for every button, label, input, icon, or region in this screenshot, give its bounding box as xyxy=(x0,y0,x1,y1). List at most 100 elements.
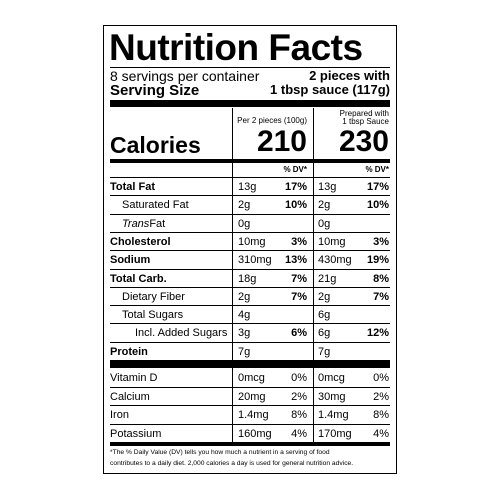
amount: 170mg xyxy=(318,427,352,440)
nutrient-name: Saturated Fat xyxy=(122,199,189,212)
rule xyxy=(110,177,390,178)
rule xyxy=(110,387,390,388)
serving-size-value: 2 pieces with xyxy=(309,68,390,83)
nutrient-name: Incl. Added Sugars xyxy=(135,327,228,340)
title: Nutrition Facts xyxy=(109,27,363,68)
amount: 30mg xyxy=(318,390,346,403)
daily-value: 19% xyxy=(366,254,389,267)
rule xyxy=(110,360,390,368)
nutrient-name: Dietary Fiber xyxy=(122,290,185,303)
daily-value: 10% xyxy=(366,199,389,212)
rule xyxy=(110,195,390,196)
daily-value: 8% xyxy=(373,272,389,285)
amount: 430mg xyxy=(318,254,352,267)
amount: 10mg xyxy=(238,235,266,248)
daily-value: 17% xyxy=(284,181,307,193)
rule xyxy=(110,214,390,215)
nutrient-name: Total Carb. xyxy=(110,272,167,285)
rule xyxy=(110,159,390,163)
daily-value: 3% xyxy=(373,235,389,248)
nutrient-name: Fat xyxy=(149,217,166,230)
dv-header: % DV* xyxy=(283,165,307,174)
amount: 0g xyxy=(238,217,251,230)
daily-value: 2% xyxy=(373,390,389,403)
rule xyxy=(110,323,390,324)
rule xyxy=(110,342,390,343)
column-divider xyxy=(232,108,233,443)
amount: 2g xyxy=(318,290,331,303)
daily-value: 12% xyxy=(366,327,389,340)
amount: 21g xyxy=(318,272,337,285)
nutrient-name: Trans xyxy=(122,217,150,230)
daily-value: 6% xyxy=(291,327,307,340)
daily-value: 8% xyxy=(373,409,389,421)
footnote: contributes to a daily diet. 2,000 calor… xyxy=(110,460,354,467)
serving-size-value: 1 tbsp sauce (117g) xyxy=(270,82,390,97)
daily-value: 0% xyxy=(291,372,307,384)
amount: 1.4mg xyxy=(318,409,349,421)
rule xyxy=(110,100,390,107)
amount: 0g xyxy=(318,217,331,230)
nutrient-name: Total Sugars xyxy=(122,309,184,322)
daily-value: 2% xyxy=(291,390,307,403)
rule xyxy=(110,269,390,270)
amount: 6g xyxy=(318,327,331,340)
column-header: Prepared with xyxy=(339,109,389,118)
column-header: 1 tbsp Sauce xyxy=(342,117,389,126)
amount: 160mg xyxy=(238,427,272,440)
rule xyxy=(110,405,390,406)
serving-size-label: Serving Size xyxy=(110,82,200,99)
daily-value: 7% xyxy=(373,290,389,303)
daily-value: 3% xyxy=(291,235,307,248)
rule xyxy=(110,287,390,288)
daily-value: 17% xyxy=(366,181,389,193)
amount: 4g xyxy=(238,309,251,322)
daily-value: 4% xyxy=(291,427,307,440)
rule xyxy=(110,424,390,425)
vitamin-name: Potassium xyxy=(110,427,162,440)
dv-header: % DV* xyxy=(365,165,389,174)
daily-value: 8% xyxy=(291,409,307,421)
amount: 18g xyxy=(238,272,257,285)
daily-value: 4% xyxy=(373,427,389,440)
amount: 13g xyxy=(238,181,257,193)
column-divider xyxy=(313,108,314,443)
amount: 2g xyxy=(238,290,251,303)
daily-value: 13% xyxy=(284,254,307,267)
amount: 1.4mg xyxy=(238,409,269,421)
daily-value: 7% xyxy=(291,290,307,303)
rule xyxy=(110,250,390,251)
column-header: Per 2 pieces (100g) xyxy=(237,116,307,125)
daily-value: 7% xyxy=(291,272,307,285)
amount: 7g xyxy=(238,345,251,358)
amount: 20mg xyxy=(238,390,266,403)
nutrition-label xyxy=(103,25,397,474)
rule xyxy=(110,232,390,233)
daily-value: 0% xyxy=(373,372,389,384)
amount: 310mg xyxy=(238,254,272,267)
nutrient-name: Cholesterol xyxy=(110,235,171,248)
nutrient-name: Sodium xyxy=(110,254,151,267)
footnote: *The % Daily Value (DV) tells you how mu… xyxy=(110,449,330,456)
amount: 7g xyxy=(318,345,331,358)
amount: 13g xyxy=(318,181,337,193)
nutrient-name: Protein xyxy=(110,345,148,358)
calories-value: 210 xyxy=(256,125,307,158)
vitamin-name: Vitamin D xyxy=(110,372,158,384)
vitamin-name: Iron xyxy=(110,409,129,421)
vitamin-name: Calcium xyxy=(110,390,150,403)
amount: 6g xyxy=(318,309,331,322)
servings: 8 servings per container xyxy=(110,68,260,84)
calories-label: Calories xyxy=(110,132,201,158)
calories-value: 230 xyxy=(338,125,389,158)
daily-value: 10% xyxy=(284,199,307,212)
amount: 3g xyxy=(238,327,251,340)
amount: 10mg xyxy=(318,235,346,248)
rule xyxy=(110,305,390,306)
amount: 0mcg xyxy=(238,372,265,384)
amount: 2g xyxy=(318,199,331,212)
nutrient-name: Total Fat xyxy=(110,181,156,193)
rule xyxy=(110,67,390,68)
rule xyxy=(110,442,390,446)
